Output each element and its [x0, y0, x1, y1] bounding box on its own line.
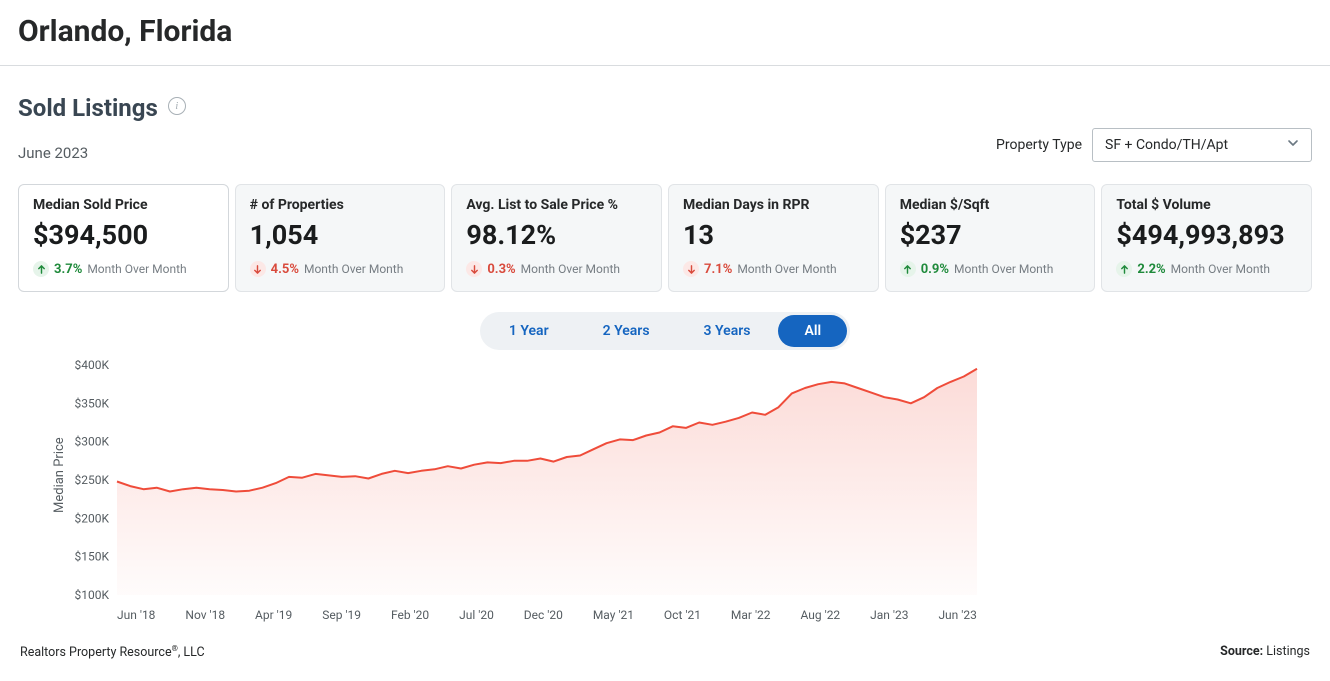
page-title: Orlando, Florida — [18, 14, 1312, 49]
x-axis-labels: Jun '18 Nov '18 Apr '19 Sep '19 Feb '20 Jul '… — [117, 604, 977, 622]
svg-text:$150K: $150K — [74, 550, 109, 564]
arrow-up-icon — [1116, 261, 1132, 277]
section-title: Sold Listings — [18, 94, 158, 122]
metric-label: Median Days in RPR — [683, 197, 864, 213]
svg-text:$400K: $400K — [74, 360, 109, 372]
footer-left: Realtors Property Resource®, LLC — [20, 644, 205, 660]
x-tick-label: Feb '20 — [391, 608, 429, 622]
metric-mom: Month Over Month — [521, 262, 620, 276]
metric-card[interactable]: Avg. List to Sale Price % 98.12% 0.3% Month… — [451, 184, 662, 292]
metric-pct: 3.7% — [54, 262, 82, 277]
metric-value: 1,054 — [250, 219, 431, 251]
metric-change: 7.1% Month Over Month — [683, 261, 864, 277]
range-pill-group: 1 Year2 Years3 YearsAll — [480, 312, 850, 350]
metric-card[interactable]: Total $ Volume $494,993,893 2.2% Month Over… — [1101, 184, 1312, 292]
section-header-row: Sold Listings i — [18, 94, 1312, 122]
svg-text:$100K: $100K — [74, 588, 109, 600]
metric-card[interactable]: Median Days in RPR 13 7.1% Month Over Month — [668, 184, 879, 292]
x-tick-label: Oct '21 — [664, 608, 701, 622]
metric-label: Median Sold Price — [33, 197, 214, 213]
y-axis-title: Median Price — [48, 360, 67, 590]
metric-mom: Month Over Month — [737, 262, 836, 276]
metric-card[interactable]: Median $/Sqft $237 0.9% Month Over Month — [885, 184, 1096, 292]
x-tick-label: Jul '20 — [459, 608, 494, 622]
metric-mom: Month Over Month — [87, 262, 186, 276]
footer: Realtors Property Resource®, LLC Source:… — [18, 636, 1312, 660]
metric-change: 3.7% Month Over Month — [33, 261, 214, 277]
property-type-select[interactable]: SF + Condo/TH/Apt — [1092, 128, 1312, 162]
svg-text:$250K: $250K — [74, 473, 109, 487]
metric-value: $237 — [900, 219, 1081, 251]
metric-pct: 2.2% — [1137, 262, 1165, 277]
x-tick-label: May '21 — [593, 608, 634, 622]
svg-text:$200K: $200K — [74, 511, 109, 525]
arrow-down-icon — [250, 261, 266, 277]
metric-value: 13 — [683, 219, 864, 251]
range-pill-row: 1 Year2 Years3 YearsAll — [18, 312, 1312, 350]
metric-value: 98.12% — [466, 219, 647, 251]
x-tick-label: Aug '22 — [801, 608, 841, 622]
metric-card[interactable]: Median Sold Price $394,500 3.7% Month Over … — [18, 184, 229, 292]
metric-value: $394,500 — [33, 219, 214, 251]
section-sub-row: June 2023 Property Type SF + Condo/TH/Ap… — [18, 128, 1312, 162]
range-pill[interactable]: All — [778, 315, 847, 347]
content-area: Sold Listings i June 2023 Property Type … — [0, 66, 1330, 670]
range-pill[interactable]: 2 Years — [577, 315, 676, 347]
metric-change: 4.5% Month Over Month — [250, 261, 431, 277]
chevron-down-icon — [1287, 137, 1299, 153]
property-type-value: SF + Condo/TH/Apt — [1105, 137, 1228, 153]
svg-text:$300K: $300K — [74, 435, 109, 449]
metric-card[interactable]: # of Properties 1,054 4.5% Month Over Month — [235, 184, 446, 292]
arrow-down-icon — [466, 261, 482, 277]
median-price-chart: $100K $150K $200K $250K $300K $350K $400K — [67, 360, 987, 600]
x-tick-label: Jan '23 — [870, 608, 908, 622]
range-pill[interactable]: 1 Year — [483, 315, 575, 347]
metric-pct: 7.1% — [704, 262, 732, 277]
metric-cards: Median Sold Price $394,500 3.7% Month Over … — [18, 184, 1312, 292]
x-tick-label: Apr '19 — [255, 608, 292, 622]
x-tick-label: Dec '20 — [524, 608, 563, 622]
metric-mom: Month Over Month — [304, 262, 403, 276]
metric-label: Avg. List to Sale Price % — [466, 197, 647, 213]
footer-source: Source: Listings — [1220, 644, 1310, 660]
property-type-label: Property Type — [996, 137, 1082, 153]
metric-value: $494,993,893 — [1116, 219, 1297, 251]
header-bar: Orlando, Florida — [0, 0, 1330, 66]
arrow-down-icon — [683, 261, 699, 277]
metric-change: 0.9% Month Over Month — [900, 261, 1081, 277]
metric-mom: Month Over Month — [954, 262, 1053, 276]
metric-change: 0.3% Month Over Month — [466, 261, 647, 277]
chart-wrap: Median Price $100K $150K $200K $250K $300K $3… — [18, 360, 1312, 622]
metric-pct: 4.5% — [271, 262, 299, 277]
x-tick-label: Jun '23 — [938, 608, 976, 622]
metric-label: Median $/Sqft — [900, 197, 1081, 213]
arrow-up-icon — [33, 261, 49, 277]
metric-label: # of Properties — [250, 197, 431, 213]
metric-label: Total $ Volume — [1116, 197, 1297, 213]
x-tick-label: Sep '19 — [322, 608, 361, 622]
property-type-row: Property Type SF + Condo/TH/Apt — [996, 128, 1312, 162]
arrow-up-icon — [900, 261, 916, 277]
metric-mom: Month Over Month — [1171, 262, 1270, 276]
chart-svg-wrap: $100K $150K $200K $250K $300K $350K $400K Jun … — [67, 360, 987, 622]
x-tick-label: Nov '18 — [185, 608, 225, 622]
info-icon[interactable]: i — [168, 97, 186, 115]
range-pill[interactable]: 3 Years — [678, 315, 777, 347]
svg-text:$350K: $350K — [74, 396, 109, 410]
metric-pct: 0.3% — [487, 262, 515, 277]
x-tick-label: Jun '18 — [117, 608, 155, 622]
month-label: June 2023 — [18, 144, 88, 162]
metric-change: 2.2% Month Over Month — [1116, 261, 1297, 277]
metric-pct: 0.9% — [921, 262, 949, 277]
x-tick-label: Mar '22 — [731, 608, 771, 622]
